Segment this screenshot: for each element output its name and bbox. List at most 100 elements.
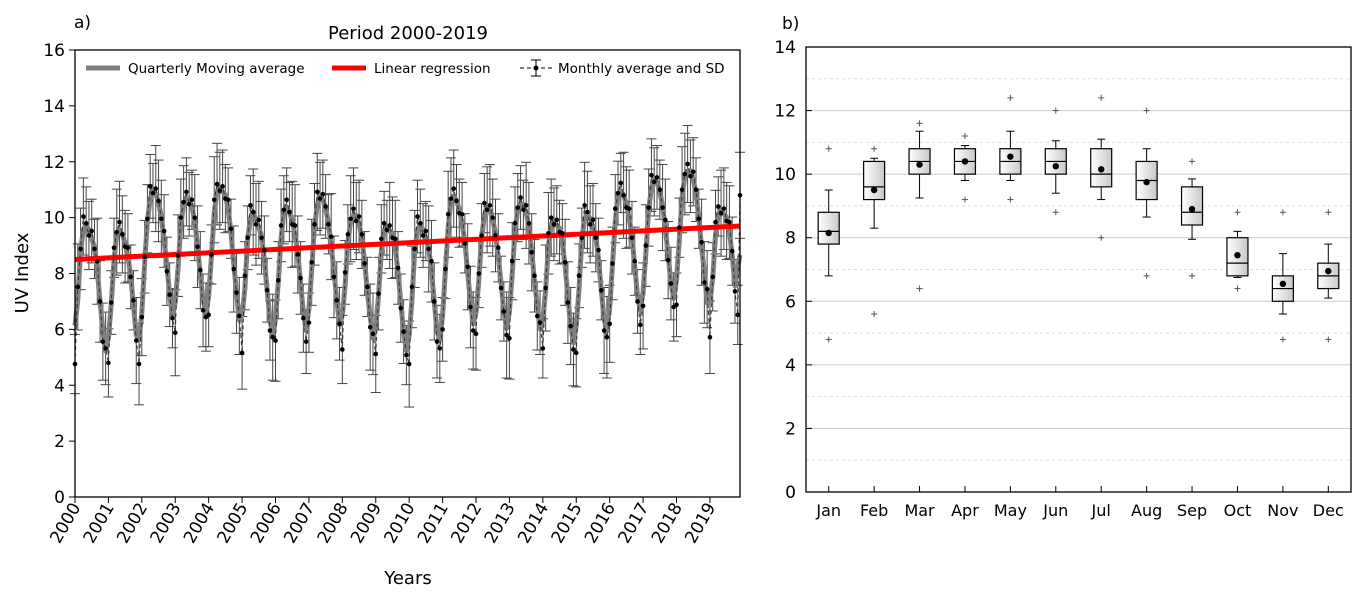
monthly-point <box>615 190 621 196</box>
monthly-point <box>86 233 92 238</box>
box-mean <box>825 229 832 237</box>
monthly-point <box>512 220 518 226</box>
box-mean <box>961 158 969 165</box>
x-tick-label: Sep <box>1177 501 1207 520</box>
box-mean <box>1325 267 1332 275</box>
monthly-point <box>490 215 496 220</box>
monthly-point <box>707 334 713 340</box>
monthly-point <box>387 223 392 228</box>
box-mean <box>1188 205 1196 213</box>
monthly-point <box>657 187 663 192</box>
monthly-point <box>409 284 415 290</box>
y-tick-label: 12 <box>43 153 65 173</box>
monthly-point <box>314 189 320 195</box>
panel-a-xlabel: Years <box>383 568 432 589</box>
monthly-point <box>415 214 420 219</box>
monthly-point <box>406 361 412 367</box>
monthly-point <box>473 331 479 337</box>
monthly-point <box>92 246 97 252</box>
x-tick-label: 2014 <box>514 500 553 547</box>
monthly-point <box>228 226 234 232</box>
panel-a-frame <box>74 49 741 498</box>
y-tick-label: 8 <box>54 265 65 285</box>
monthly-point <box>345 232 351 237</box>
monthly-point <box>702 280 707 285</box>
monthly-point <box>546 230 551 236</box>
x-tick-label: Aug <box>1131 501 1162 520</box>
monthly-point <box>448 196 454 201</box>
monthly-point <box>97 299 103 304</box>
monthly-point <box>710 274 716 280</box>
monthly-point <box>206 312 211 318</box>
legend-moving-label: Quarterly Moving average <box>128 61 305 77</box>
monthly-point <box>195 244 200 249</box>
monthly-point <box>264 287 270 293</box>
monthly-point <box>618 180 624 186</box>
monthly-point <box>175 253 181 258</box>
monthly-point <box>365 284 370 290</box>
monthly-point <box>626 206 632 211</box>
monthly-point <box>348 216 353 222</box>
monthly-point <box>565 300 571 305</box>
monthly-point <box>607 321 612 327</box>
legend-monthly-marker <box>533 65 539 71</box>
x-tick-label: 2013 <box>481 500 520 547</box>
monthly-point <box>373 351 379 357</box>
x-tick-label: 2000 <box>46 500 85 547</box>
monthly-point <box>379 236 384 242</box>
monthly-point <box>320 191 326 197</box>
x-tick-label: 2001 <box>80 500 119 547</box>
monthly-point <box>200 308 206 313</box>
monthly-point <box>660 205 665 210</box>
box-iqr <box>817 211 840 245</box>
y-tick-label: 0 <box>54 488 65 508</box>
box-mean <box>1098 166 1105 173</box>
panel-a-title: Period 2000-2019 <box>328 23 488 44</box>
monthly-point <box>337 321 342 327</box>
monthly-point <box>640 303 646 309</box>
monthly-point <box>312 222 317 227</box>
monthly-point <box>576 273 582 279</box>
monthly-point <box>495 245 501 251</box>
monthly-point <box>487 203 493 208</box>
monthly-point <box>440 327 445 332</box>
monthly-point <box>713 219 718 225</box>
x-tick-label: 2011 <box>414 500 453 547</box>
monthly-point <box>384 227 390 233</box>
monthly-point <box>479 233 484 238</box>
monthly-point <box>117 219 122 225</box>
monthly-point <box>278 223 284 228</box>
monthly-point <box>167 292 172 298</box>
box-mean <box>1052 162 1059 170</box>
monthly-point <box>181 199 186 205</box>
monthly-point <box>120 232 125 237</box>
monthly-point <box>504 332 509 338</box>
monthly-point <box>75 284 81 290</box>
monthly-point <box>715 204 721 209</box>
monthly-point <box>590 217 596 223</box>
monthly-point <box>571 347 576 352</box>
monthly-point <box>259 235 264 241</box>
y-tick-label: 6 <box>54 320 65 340</box>
panel-a-legend: Quarterly Moving average Linear regressi… <box>86 59 725 77</box>
monthly-point <box>429 258 434 264</box>
monthly-point <box>412 246 418 252</box>
y-tick-label: 14 <box>774 38 796 58</box>
monthly-point <box>526 220 532 226</box>
monthly-point <box>150 190 156 196</box>
monthly-point <box>100 339 106 344</box>
monthly-point <box>189 197 195 203</box>
panel-b-frame <box>805 46 1352 493</box>
monthly-point <box>688 173 693 179</box>
box-mean <box>1279 280 1287 288</box>
monthly-point <box>718 210 724 216</box>
monthly-point <box>317 196 323 201</box>
monthly-point <box>281 207 287 213</box>
monthly-average-line <box>74 163 741 365</box>
monthly-point <box>735 312 741 318</box>
monthly-point <box>245 235 250 241</box>
panel-b-grid <box>806 78 1351 461</box>
monthly-point <box>142 254 147 260</box>
x-tick-label: 2012 <box>447 499 486 546</box>
